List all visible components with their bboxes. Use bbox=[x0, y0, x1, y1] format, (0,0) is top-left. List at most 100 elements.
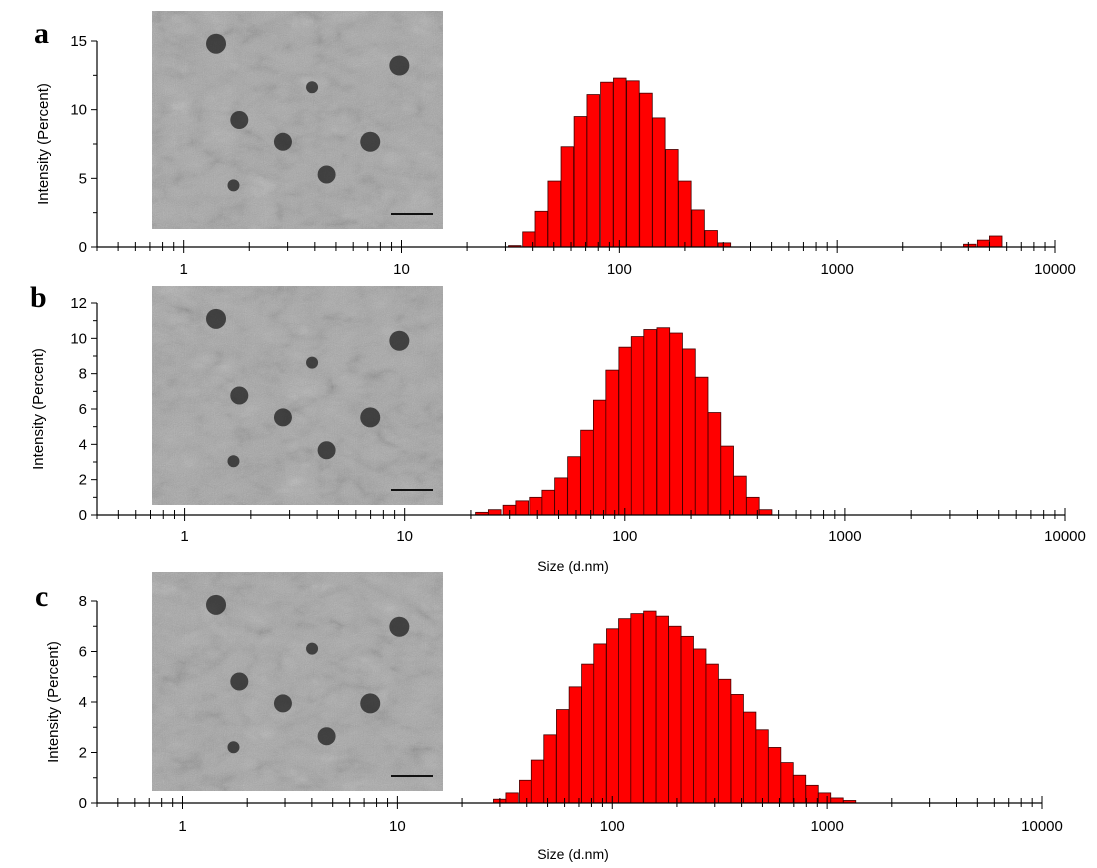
particle-icon bbox=[230, 111, 249, 129]
panel-c: c 0 2 4 6 8 1 10 100 1000 10000 Intensity (Percent)… bbox=[35, 572, 1063, 862]
histogram-bar bbox=[639, 92, 653, 248]
x-axis-label: Size (d.nm) bbox=[537, 558, 609, 574]
x-tick-label: 1 bbox=[180, 528, 188, 545]
x-tick-label: 10000 bbox=[1021, 818, 1063, 835]
y-tick-label: 10 bbox=[70, 102, 87, 119]
histogram-bar bbox=[487, 509, 502, 516]
histogram-bar bbox=[643, 610, 657, 804]
histogram-bar bbox=[530, 759, 545, 804]
particle-icon bbox=[306, 81, 319, 94]
particle-icon bbox=[227, 741, 240, 754]
histogram-bar bbox=[547, 180, 561, 248]
particle-icon bbox=[206, 33, 227, 54]
histogram-bar bbox=[541, 489, 555, 516]
x-tick-label: 1000 bbox=[810, 818, 843, 835]
histogram-bar bbox=[567, 456, 581, 516]
x-tick-label: 10 bbox=[396, 528, 413, 545]
histogram-bar bbox=[613, 77, 627, 248]
x-tick-label: 100 bbox=[612, 528, 637, 545]
scale-bar bbox=[391, 489, 433, 491]
histogram-bar bbox=[707, 412, 722, 516]
histogram-bar bbox=[556, 709, 570, 804]
histogram-bar bbox=[580, 429, 594, 516]
tem-micrograph-inset bbox=[152, 11, 443, 229]
x-tick-label: 10000 bbox=[1034, 261, 1076, 278]
histogram-bars bbox=[475, 327, 773, 516]
particle-icon bbox=[273, 132, 292, 151]
scale-bar bbox=[391, 775, 433, 777]
histogram-bar bbox=[780, 762, 794, 804]
histogram-bars bbox=[508, 77, 1003, 248]
panel-a: a 0 5 10 15 1 10 100 1000 10000 Intensity (Percent… bbox=[34, 11, 1076, 278]
particle-icon bbox=[317, 727, 336, 746]
particle-icon bbox=[206, 594, 227, 615]
histogram-bar bbox=[668, 625, 682, 804]
histogram-bar bbox=[519, 779, 533, 804]
y-tick-label: 10 bbox=[70, 330, 87, 347]
histogram-bar bbox=[718, 678, 732, 804]
x-tick-label: 1000 bbox=[820, 261, 853, 278]
histogram-bar bbox=[618, 346, 633, 516]
y-tick-label: 8 bbox=[79, 366, 87, 383]
panel-letter: c bbox=[35, 580, 48, 613]
x-tick-label: 10 bbox=[393, 261, 410, 278]
y-tick-label: 4 bbox=[79, 436, 87, 453]
histogram-bar bbox=[720, 445, 734, 516]
histogram-bar bbox=[618, 618, 632, 804]
histogram-bar bbox=[630, 613, 644, 804]
x-tick-label: 10 bbox=[389, 818, 406, 835]
scale-bar bbox=[391, 213, 433, 215]
particle-icon bbox=[227, 179, 240, 192]
histogram-bar bbox=[643, 329, 657, 516]
histogram-bar bbox=[680, 635, 694, 804]
histogram-bar bbox=[606, 628, 620, 804]
y-tick-label: 6 bbox=[79, 401, 87, 418]
y-tick-label: 2 bbox=[79, 745, 87, 762]
histogram-bar bbox=[669, 332, 683, 516]
y-tick-label: 0 bbox=[79, 795, 87, 812]
histogram-bar bbox=[705, 663, 719, 804]
histogram-bar bbox=[573, 116, 588, 248]
x-tick-label: 1000 bbox=[828, 528, 861, 545]
histogram-bar bbox=[581, 663, 595, 804]
axes: 0 2 4 6 8 1 10 100 1000 10000 bbox=[79, 593, 1063, 835]
particle-icon bbox=[389, 330, 410, 351]
x-tick-label: 10000 bbox=[1044, 528, 1086, 545]
histogram-bar bbox=[665, 149, 679, 248]
histogram-bar bbox=[655, 615, 669, 804]
histogram-bar bbox=[755, 729, 769, 804]
histogram-bar bbox=[691, 209, 705, 248]
histogram-bar bbox=[678, 180, 692, 248]
histogram-bar bbox=[522, 231, 536, 248]
histogram-bars bbox=[493, 610, 857, 804]
y-tick-label: 8 bbox=[79, 593, 87, 610]
particle-icon bbox=[306, 642, 319, 655]
y-tick-label: 6 bbox=[79, 644, 87, 661]
histogram-bar bbox=[586, 94, 600, 248]
axes: 0 5 10 15 1 10 100 1000 10000 bbox=[70, 33, 1076, 278]
histogram-bar bbox=[543, 734, 557, 804]
histogram-bar bbox=[976, 239, 991, 248]
histogram-bar bbox=[534, 210, 548, 248]
particle-icon bbox=[360, 131, 381, 152]
histogram-bar bbox=[656, 327, 671, 516]
histogram-bar bbox=[568, 686, 582, 804]
histogram-bar bbox=[805, 784, 819, 804]
histogram-bar bbox=[768, 747, 782, 804]
histogram-bar bbox=[694, 376, 709, 516]
histogram-bar bbox=[605, 369, 619, 516]
histogram-bar bbox=[682, 348, 696, 516]
panel-b: b 0 2 4 6 8 10 12 1 10 100 1000 10000 Intensity (Perc… bbox=[30, 281, 1086, 574]
particle-icon bbox=[227, 455, 240, 468]
histogram-bar bbox=[989, 235, 1003, 248]
particle-icon bbox=[360, 693, 381, 714]
histogram-bar bbox=[505, 792, 519, 804]
y-tick-label: 2 bbox=[79, 472, 87, 489]
particle-icon bbox=[360, 407, 381, 428]
histogram-bar bbox=[792, 774, 807, 804]
histogram-bar bbox=[817, 792, 832, 804]
particle-icon bbox=[389, 55, 410, 76]
histogram-bar bbox=[704, 230, 718, 248]
histogram-bar bbox=[652, 117, 666, 248]
tem-micrograph-inset bbox=[152, 286, 443, 505]
